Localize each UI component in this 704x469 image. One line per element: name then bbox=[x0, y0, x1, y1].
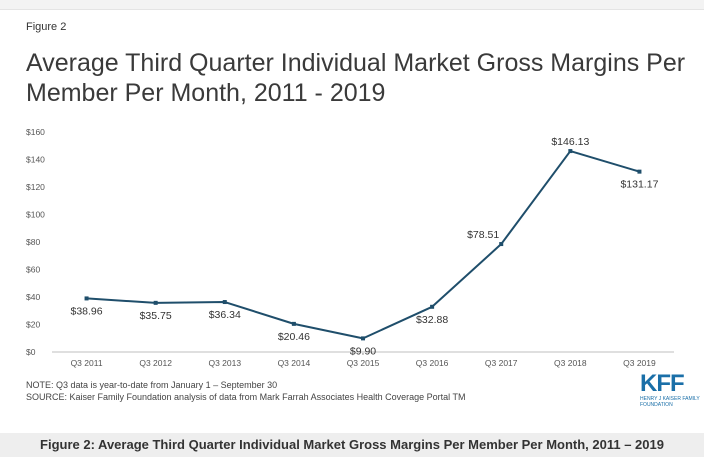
y-tick-label: $160 bbox=[26, 127, 45, 137]
y-tick-label: $120 bbox=[26, 182, 45, 192]
x-tick-label: Q3 2015 bbox=[347, 358, 380, 368]
data-point bbox=[499, 242, 504, 247]
x-tick-label: Q3 2017 bbox=[485, 358, 518, 368]
figure-label: Figure 2 bbox=[26, 21, 67, 33]
y-tick-label: $140 bbox=[26, 155, 45, 165]
x-tick-label: Q3 2012 bbox=[139, 358, 172, 368]
x-tick-label: Q3 2019 bbox=[623, 358, 656, 368]
kff-logo: KFF HENRY J KAISER FAMILY FOUNDATION bbox=[640, 370, 704, 409]
line-chart: $0$20$40$60$80$100$120$140$160 Q3 2011 Q3… bbox=[26, 127, 674, 368]
data-label: $20.46 bbox=[278, 331, 310, 343]
data-point bbox=[430, 304, 435, 309]
x-tick-label: Q3 2016 bbox=[416, 358, 449, 368]
y-tick-label: $20 bbox=[26, 320, 40, 330]
data-point bbox=[291, 321, 296, 326]
data-label: $38.96 bbox=[70, 305, 102, 317]
data-point bbox=[84, 296, 89, 301]
data-label: $131.17 bbox=[620, 179, 658, 191]
y-tick-label: $60 bbox=[26, 265, 40, 275]
x-tick-label: Q3 2011 bbox=[71, 358, 103, 368]
data-label: $35.75 bbox=[140, 310, 172, 322]
source-text: SOURCE: Kaiser Family Foundation analysi… bbox=[26, 392, 466, 402]
figure-caption: Figure 2: Average Third Quarter Individu… bbox=[40, 437, 664, 452]
x-axis: Q3 2011 Q3 2012 Q3 2013 Q3 2014 Q3 2015 Q3 20… bbox=[52, 351, 674, 368]
y-axis: $0 $20 $40 $60 $80 $100 $120 $140 $160 bbox=[26, 127, 45, 357]
data-point bbox=[637, 169, 642, 174]
series-gross-margins bbox=[84, 149, 642, 341]
data-point bbox=[222, 300, 227, 305]
data-point bbox=[153, 300, 158, 305]
data-point bbox=[361, 336, 365, 341]
data-label: $78.51 bbox=[467, 229, 499, 241]
caption-bar: Figure 2: Average Third Quarter Individu… bbox=[0, 433, 704, 457]
chart-notes: NOTE: Q3 data is year-to-date from Janua… bbox=[26, 379, 466, 403]
x-tick-label: Q3 2014 bbox=[278, 358, 311, 368]
x-tick-label: Q3 2013 bbox=[208, 358, 241, 368]
data-label: $32.88 bbox=[416, 314, 448, 326]
data-point bbox=[568, 149, 573, 154]
data-label: $36.34 bbox=[209, 309, 241, 321]
data-label: $146.13 bbox=[551, 136, 589, 148]
logo-subtitle: HENRY J KAISER FAMILY FOUNDATION bbox=[640, 396, 700, 408]
data-labels: $38.96 $35.75 $36.34 $20.46 $9.90 $32.88 $78.5… bbox=[70, 136, 658, 357]
y-tick-label: $0 bbox=[26, 347, 36, 357]
top-divider bbox=[0, 0, 704, 10]
chart-title: Average Third Quarter Individual Market … bbox=[26, 49, 686, 107]
y-tick-label: $100 bbox=[26, 210, 45, 220]
y-tick-label: $80 bbox=[26, 237, 40, 247]
y-tick-label: $40 bbox=[26, 292, 40, 302]
bottom-strip bbox=[0, 457, 704, 469]
data-label: $9.90 bbox=[350, 345, 376, 357]
x-tick-label: Q3 2018 bbox=[554, 358, 587, 368]
logo-text: KFF bbox=[640, 370, 685, 397]
note-text: NOTE: Q3 data is year-to-date from Janua… bbox=[26, 380, 278, 390]
